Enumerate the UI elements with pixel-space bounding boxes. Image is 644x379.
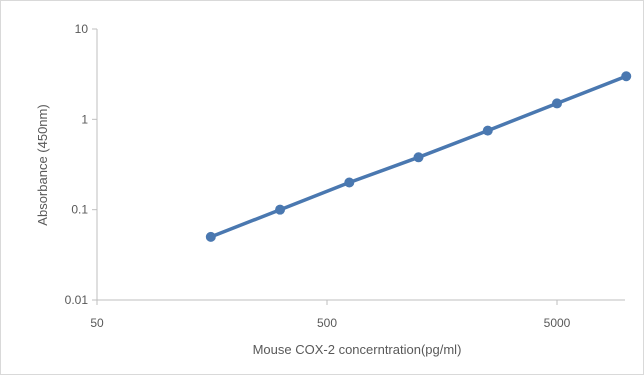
- data-point: [344, 177, 355, 188]
- y-tick-label: 0.1: [71, 203, 88, 217]
- data-point: [275, 204, 286, 215]
- data-point: [552, 98, 562, 109]
- data-point: [482, 125, 493, 136]
- x-tick-label: 50: [90, 316, 104, 330]
- x-axis-label: Mouse COX-2 concerntration(pg/ml): [253, 342, 462, 357]
- y-axis-label: Absorbance (450nm): [35, 104, 50, 225]
- x-tick-label: 500: [317, 316, 337, 330]
- x-tick-label: 5000: [544, 316, 571, 330]
- y-tick-label: 0.01: [65, 293, 89, 307]
- data-point: [413, 152, 424, 163]
- data-point: [621, 71, 632, 82]
- y-tick-label: 10: [75, 22, 89, 36]
- y-tick-label: 1: [81, 112, 88, 126]
- data-point: [205, 231, 216, 242]
